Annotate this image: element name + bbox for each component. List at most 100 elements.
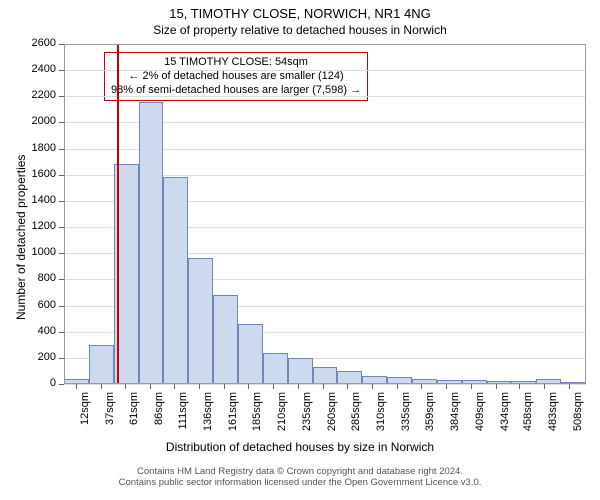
- x-tick-label: 136sqm: [202, 392, 214, 437]
- annotation-line-2: ← 2% of detached houses are smaller (124…: [111, 70, 361, 84]
- annotation-line-1: 15 TIMOTHY CLOSE: 54sqm: [111, 56, 361, 70]
- histogram-bar: [213, 295, 238, 384]
- x-tick-label: 161sqm: [227, 392, 239, 437]
- x-tick-label: 111sqm: [177, 392, 189, 437]
- x-tick: [323, 384, 324, 389]
- x-tick-label: 210sqm: [276, 392, 288, 437]
- x-tick: [101, 384, 102, 389]
- y-tick-label: 800: [24, 272, 56, 284]
- grid-line: [64, 384, 586, 385]
- x-tick: [347, 384, 348, 389]
- y-tick-label: 2600: [24, 37, 56, 49]
- histogram-bar: [387, 377, 412, 384]
- y-tick: [59, 227, 64, 228]
- annotation-line-3: 98% of semi-detached houses are larger (…: [111, 84, 361, 98]
- histogram-bar: [139, 102, 164, 384]
- y-tick-label: 1800: [24, 142, 56, 154]
- x-tick: [471, 384, 472, 389]
- histogram-bar: [487, 381, 512, 384]
- histogram-bar: [412, 379, 437, 384]
- y-tick: [59, 279, 64, 280]
- histogram-bar: [536, 379, 561, 384]
- histogram-bar: [163, 177, 188, 384]
- histogram-bar: [288, 358, 313, 384]
- y-tick: [59, 384, 64, 385]
- y-tick-label: 1200: [24, 220, 56, 232]
- x-tick: [569, 384, 570, 389]
- x-tick-label: 61sqm: [128, 392, 140, 437]
- y-tick-label: 2000: [24, 115, 56, 127]
- chart-container: 15, TIMOTHY CLOSE, NORWICH, NR1 4NG Size…: [0, 0, 600, 500]
- histogram-bar: [511, 381, 536, 384]
- grid-line: [64, 96, 586, 97]
- y-tick-label: 2400: [24, 63, 56, 75]
- y-tick-label: 200: [24, 351, 56, 363]
- x-axis-label: Distribution of detached houses by size …: [0, 440, 600, 454]
- y-tick-label: 1600: [24, 168, 56, 180]
- x-tick: [446, 384, 447, 389]
- histogram-bar: [437, 380, 462, 384]
- x-tick-label: 235sqm: [301, 392, 313, 437]
- x-tick-label: 285sqm: [350, 392, 362, 437]
- histogram-bar: [313, 367, 338, 384]
- x-tick: [76, 384, 77, 389]
- property-marker-line: [117, 44, 119, 384]
- grid-line: [64, 44, 586, 45]
- x-tick-label: 458sqm: [522, 392, 534, 437]
- y-tick: [59, 175, 64, 176]
- y-tick: [59, 306, 64, 307]
- x-tick: [199, 384, 200, 389]
- x-tick-label: 508sqm: [572, 392, 584, 437]
- x-tick-label: 335sqm: [400, 392, 412, 437]
- x-tick-label: 86sqm: [153, 392, 165, 437]
- footer: Contains HM Land Registry data © Crown c…: [0, 466, 600, 488]
- y-tick: [59, 332, 64, 333]
- x-tick-label: 12sqm: [79, 392, 91, 437]
- x-tick: [421, 384, 422, 389]
- x-tick: [496, 384, 497, 389]
- x-tick-label: 434sqm: [499, 392, 511, 437]
- histogram-bar: [462, 380, 487, 384]
- x-tick: [397, 384, 398, 389]
- y-tick-label: 0: [24, 377, 56, 389]
- x-tick: [372, 384, 373, 389]
- y-tick-label: 1000: [24, 246, 56, 258]
- y-tick: [59, 358, 64, 359]
- histogram-bar: [561, 382, 586, 384]
- x-tick-label: 384sqm: [449, 392, 461, 437]
- x-tick-label: 310sqm: [375, 392, 387, 437]
- y-tick: [59, 201, 64, 202]
- histogram-bar: [362, 376, 387, 384]
- x-tick: [150, 384, 151, 389]
- histogram-bar: [238, 324, 263, 384]
- x-tick: [125, 384, 126, 389]
- y-tick: [59, 44, 64, 45]
- x-tick: [174, 384, 175, 389]
- x-tick-label: 483sqm: [547, 392, 559, 437]
- x-tick-label: 260sqm: [326, 392, 338, 437]
- x-tick: [273, 384, 274, 389]
- y-tick-label: 2200: [24, 89, 56, 101]
- x-tick-label: 185sqm: [251, 392, 263, 437]
- y-tick: [59, 70, 64, 71]
- histogram-bar: [263, 353, 288, 384]
- y-tick-label: 600: [24, 299, 56, 311]
- x-tick: [544, 384, 545, 389]
- chart-title: 15, TIMOTHY CLOSE, NORWICH, NR1 4NG: [0, 0, 600, 21]
- chart-subtitle: Size of property relative to detached ho…: [0, 21, 600, 37]
- y-tick: [59, 96, 64, 97]
- footer-line-1: Contains HM Land Registry data © Crown c…: [0, 466, 600, 477]
- x-tick-label: 409sqm: [474, 392, 486, 437]
- histogram-bar: [188, 258, 213, 384]
- y-tick-label: 400: [24, 325, 56, 337]
- x-tick-label: 37sqm: [104, 392, 116, 437]
- x-tick: [519, 384, 520, 389]
- histogram-bar: [337, 371, 362, 384]
- x-tick: [248, 384, 249, 389]
- y-tick: [59, 122, 64, 123]
- footer-line-2: Contains public sector information licen…: [0, 477, 600, 488]
- x-tick: [224, 384, 225, 389]
- x-tick: [298, 384, 299, 389]
- histogram-bar: [89, 345, 114, 384]
- y-tick-label: 1400: [24, 194, 56, 206]
